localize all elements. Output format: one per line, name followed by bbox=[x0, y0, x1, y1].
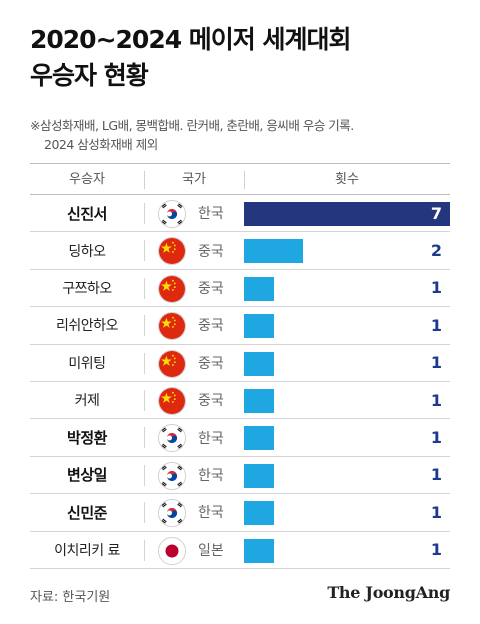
country-label: 한국 bbox=[198, 505, 224, 522]
count-value: 1 bbox=[430, 278, 442, 298]
country-label: 한국 bbox=[198, 430, 224, 447]
column-divider bbox=[144, 315, 145, 337]
header-count: 횟수 bbox=[335, 172, 359, 187]
title-line-2: 우승자 현황 bbox=[30, 61, 149, 90]
count-value: 1 bbox=[430, 390, 442, 410]
column-divider bbox=[144, 203, 145, 224]
count-value: 1 bbox=[430, 428, 442, 448]
country-label: 중국 bbox=[198, 355, 224, 372]
table-row: 변상일 한국 1 bbox=[30, 457, 450, 495]
count-bar bbox=[244, 426, 274, 451]
korea-flag-icon bbox=[158, 200, 186, 228]
country-label: 중국 bbox=[198, 393, 224, 410]
column-divider bbox=[144, 352, 145, 374]
winner-name: 미위팅 bbox=[68, 355, 106, 372]
table-row: 박정환 한국 1 bbox=[30, 419, 450, 457]
table-row: 커제 중국 1 bbox=[30, 382, 450, 420]
count-value: 2 bbox=[430, 241, 442, 261]
count-bar bbox=[244, 388, 274, 413]
count-bar bbox=[244, 239, 303, 264]
column-divider bbox=[144, 240, 145, 262]
table-row: 구쯔하오 중국 1 bbox=[30, 270, 450, 308]
table-row: 리쉬안하오 중국 1 bbox=[30, 307, 450, 345]
winner-name: 구쯔하오 bbox=[62, 280, 112, 297]
table-row: 딩하오 중국 2 bbox=[30, 232, 450, 270]
table-row: 이치리키 료 일본 1 bbox=[30, 532, 450, 569]
count-value: 1 bbox=[430, 465, 442, 485]
note-line-1: ※삼성화재배, LG배, 몽백합배. 란커배, 춘란배, 응씨배 우승 기록. bbox=[30, 118, 354, 133]
count-bar bbox=[244, 276, 274, 301]
country-label: 한국 bbox=[198, 206, 224, 223]
winner-name: 박정환 bbox=[67, 429, 107, 448]
country-label: 중국 bbox=[198, 243, 224, 260]
korea-flag-icon bbox=[158, 499, 186, 528]
table-body: 신진서 한국 7 딩하오 중국 2 구쯔하오 중국 1 리쉬안하오 중국 1 미위팅 중국 1 커제 중국 1 박정… bbox=[30, 195, 450, 569]
country-label: 한국 bbox=[198, 467, 224, 484]
winner-name: 커제 bbox=[74, 393, 100, 410]
count-bar bbox=[244, 202, 450, 226]
count-bar bbox=[244, 501, 274, 526]
winners-table: 우승자 국가 횟수 신진서 한국 7 딩하오 중국 2 구쯔하오 중국 1 리쉬안하오 중국 1 미위팅… bbox=[30, 163, 450, 569]
winner-name: 리쉬안하오 bbox=[56, 318, 118, 335]
winner-name: 신민준 bbox=[67, 503, 107, 522]
column-divider bbox=[144, 502, 145, 524]
country-label: 중국 bbox=[198, 318, 224, 335]
count-value: 1 bbox=[430, 540, 442, 560]
winner-name: 신진서 bbox=[67, 204, 107, 223]
winner-name: 변상일 bbox=[67, 466, 107, 485]
header-divider bbox=[144, 171, 145, 189]
source-label: 자료: 한국기원 bbox=[30, 590, 111, 605]
note-line-2: 2024 삼성화재배 제외 bbox=[44, 137, 158, 152]
chart-title: 2020~2024 메이저 세계대회 우승자 현황 bbox=[30, 22, 450, 94]
china-flag-icon bbox=[158, 274, 186, 303]
winner-name: 딩하오 bbox=[68, 243, 106, 260]
count-bar bbox=[244, 314, 274, 339]
count-value: 1 bbox=[430, 315, 442, 335]
column-divider bbox=[144, 464, 145, 486]
header-country: 국가 bbox=[182, 172, 206, 187]
table-row: 신진서 한국 7 bbox=[30, 195, 450, 233]
column-divider bbox=[144, 427, 145, 449]
column-divider bbox=[144, 277, 145, 299]
country-label: 일본 bbox=[198, 542, 224, 559]
column-divider bbox=[144, 389, 145, 411]
column-divider bbox=[144, 539, 145, 561]
china-flag-icon bbox=[158, 312, 186, 341]
korea-flag-icon bbox=[158, 424, 186, 453]
count-bar bbox=[244, 463, 274, 488]
table-row: 신민준 한국 1 bbox=[30, 494, 450, 532]
chart-note: ※삼성화재배, LG배, 몽백합배. 란커배, 춘란배, 응씨배 우승 기록. … bbox=[30, 116, 450, 154]
title-line-1: 2020~2024 메이저 세계대회 bbox=[30, 25, 352, 54]
header-divider bbox=[244, 171, 245, 189]
china-flag-icon bbox=[158, 386, 186, 415]
korea-flag-icon bbox=[158, 461, 186, 490]
count-bar bbox=[244, 351, 274, 376]
header-winner: 우승자 bbox=[69, 172, 105, 187]
count-value: 1 bbox=[430, 502, 442, 522]
brand-logo: The JoongAng bbox=[327, 583, 450, 602]
china-flag-icon bbox=[158, 349, 186, 378]
japan-flag-icon bbox=[158, 536, 186, 565]
table-header: 우승자 국가 횟수 bbox=[30, 163, 450, 195]
china-flag-icon bbox=[158, 237, 186, 266]
country-label: 중국 bbox=[198, 280, 224, 297]
table-row: 미위팅 중국 1 bbox=[30, 345, 450, 382]
count-bar bbox=[244, 538, 274, 563]
winner-name: 이치리키 료 bbox=[54, 542, 120, 559]
count-value: 1 bbox=[430, 353, 442, 373]
count-value: 7 bbox=[430, 203, 442, 223]
